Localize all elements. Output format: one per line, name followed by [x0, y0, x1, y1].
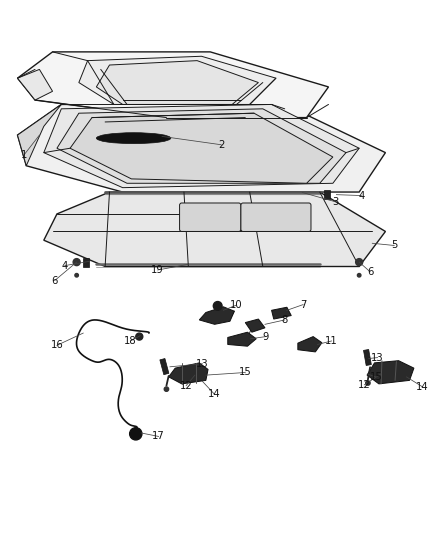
Text: 11: 11 [325, 336, 338, 346]
Polygon shape [272, 307, 291, 319]
Text: 14: 14 [208, 390, 221, 399]
Bar [83, 258, 89, 266]
Circle shape [130, 427, 142, 440]
Text: 9: 9 [263, 332, 269, 342]
Circle shape [357, 273, 361, 277]
Text: 3: 3 [332, 197, 338, 207]
Polygon shape [169, 363, 208, 384]
Text: 19: 19 [151, 265, 164, 275]
Text: 14: 14 [417, 382, 429, 392]
FancyBboxPatch shape [241, 203, 311, 231]
Text: 4: 4 [62, 261, 68, 271]
Text: 4: 4 [358, 190, 364, 200]
Bar [324, 190, 330, 199]
Polygon shape [228, 332, 256, 346]
Text: 6: 6 [52, 276, 58, 286]
Text: 6: 6 [367, 266, 373, 277]
Bar [160, 359, 169, 375]
Text: 8: 8 [282, 315, 288, 325]
Text: 12: 12 [180, 381, 193, 391]
Circle shape [136, 333, 143, 340]
Text: 17: 17 [152, 431, 165, 441]
Text: 16: 16 [50, 341, 64, 350]
Text: 13: 13 [371, 353, 384, 362]
Circle shape [164, 387, 169, 391]
Polygon shape [245, 319, 265, 332]
Text: 7: 7 [300, 300, 306, 310]
FancyBboxPatch shape [180, 203, 241, 231]
Circle shape [366, 381, 370, 385]
Circle shape [75, 273, 78, 277]
Polygon shape [44, 104, 359, 188]
Circle shape [213, 302, 222, 310]
Polygon shape [298, 336, 322, 352]
Text: 1: 1 [21, 150, 27, 160]
Polygon shape [57, 109, 346, 183]
Circle shape [73, 259, 80, 265]
Text: 5: 5 [391, 240, 397, 251]
Polygon shape [18, 104, 61, 166]
Polygon shape [18, 104, 385, 192]
Polygon shape [44, 192, 385, 266]
Polygon shape [70, 113, 333, 183]
Ellipse shape [96, 133, 171, 143]
Text: 12: 12 [358, 379, 371, 390]
Text: 2: 2 [218, 140, 224, 150]
Bar [364, 350, 371, 366]
Text: 15: 15 [369, 372, 382, 382]
Circle shape [356, 259, 363, 265]
Text: 13: 13 [196, 359, 208, 369]
Text: 18: 18 [124, 336, 137, 346]
Polygon shape [96, 61, 258, 104]
Polygon shape [79, 56, 276, 104]
Polygon shape [367, 361, 414, 384]
Polygon shape [18, 69, 53, 100]
Text: 15: 15 [239, 367, 252, 377]
Polygon shape [199, 307, 234, 324]
Text: 10: 10 [230, 300, 243, 310]
Polygon shape [18, 52, 328, 118]
